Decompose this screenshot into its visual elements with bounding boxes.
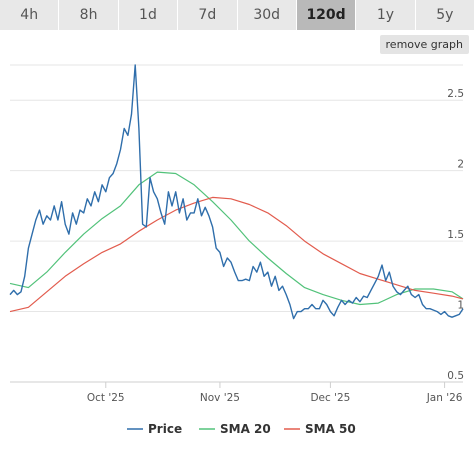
tab-1d[interactable]: 1d	[118, 0, 179, 30]
timeframe-tabs: 4h 8h 1d 7d 30d 120d 1y 5y	[0, 0, 474, 30]
tab-4h[interactable]: 4h	[0, 0, 60, 30]
chart-series	[9, 64, 464, 320]
y-tick-label: 1.5	[447, 229, 464, 241]
y-tick-label: 0.5	[447, 370, 464, 382]
chart-legend: Price SMA 20 SMA 50	[127, 422, 356, 436]
series-line-price	[9, 64, 464, 320]
tab-7d[interactable]: 7d	[178, 0, 238, 30]
y-tick-label: 1	[457, 300, 464, 312]
chart-grid	[10, 64, 463, 383]
legend-label: SMA 50	[305, 422, 356, 436]
x-axis: Oct '25 Nov '25 Dec '25 Jan '26	[87, 382, 463, 404]
y-axis: 0.5 1 1.5 2 2.5	[447, 88, 464, 382]
x-tick-label: Jan '26	[426, 392, 463, 404]
tab-30d[interactable]: 30d	[237, 0, 297, 30]
tab-120d[interactable]: 120d	[296, 0, 357, 30]
legend-label: SMA 20	[220, 422, 271, 436]
y-tick-label: 2.5	[447, 88, 464, 100]
tab-5y[interactable]: 5y	[415, 0, 474, 30]
y-tick-label: 2	[457, 159, 464, 171]
series-line-sma-50	[9, 196, 464, 313]
x-tick-label: Oct '25	[87, 392, 125, 404]
tab-1y[interactable]: 1y	[356, 0, 416, 30]
legend-label: Price	[148, 422, 182, 436]
remove-graph-button[interactable]: remove graph	[379, 35, 469, 54]
series-line-sma-20	[9, 171, 464, 306]
x-tick-label: Dec '25	[310, 392, 350, 404]
tab-8h[interactable]: 8h	[59, 0, 119, 30]
x-tick-label: Nov '25	[200, 392, 240, 404]
